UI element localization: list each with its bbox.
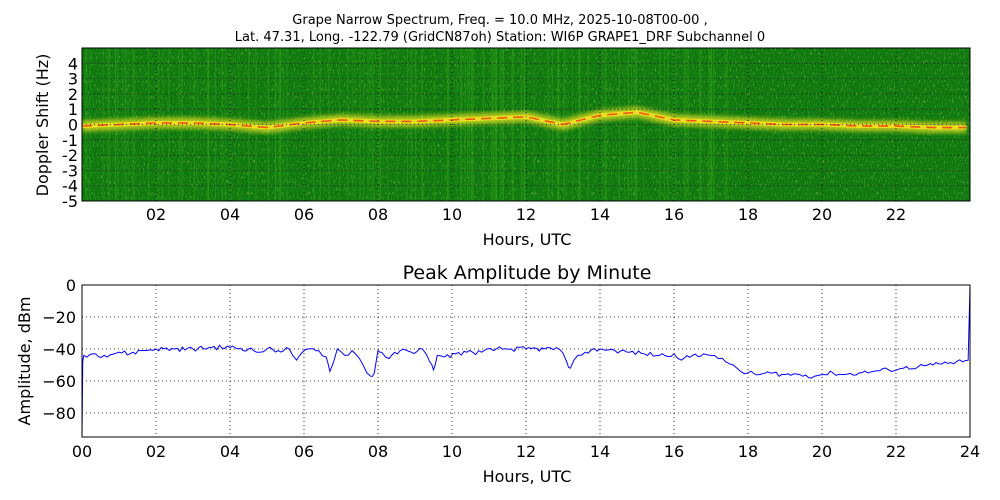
- spectrogram-x-tick-label: 22: [886, 205, 906, 224]
- figure-title-line-1: Grape Narrow Spectrum, Freq. = 10.0 MHz,…: [292, 13, 708, 28]
- spectrogram-y-tick-label: -5: [62, 192, 78, 211]
- spectrogram-interference-column: [520, 48, 522, 201]
- amplitude-x-tick-label: 22: [886, 442, 906, 461]
- spectrogram-interference-column: [512, 48, 515, 201]
- spectrogram-x-tick-label: 12: [516, 205, 536, 224]
- spectrogram-interference-column: [667, 48, 669, 201]
- spectrogram-interference-column: [604, 48, 606, 201]
- amplitude-x-tick-label: 14: [590, 442, 610, 461]
- spectrogram-interference-column: [636, 48, 638, 201]
- amplitude-x-tick-label: 02: [146, 442, 166, 461]
- spectrogram-x-tick-label: 20: [812, 205, 832, 224]
- spectrogram-x-tick-label: 06: [294, 205, 314, 224]
- spectrogram-interference-column: [500, 48, 502, 201]
- spectrogram-interference-column: [494, 48, 496, 201]
- spectrogram-interference-column: [643, 48, 645, 201]
- spectrogram-interference-column: [492, 48, 495, 201]
- spectrogram-interference-column: [502, 48, 505, 201]
- amplitude-y-tick-label: −80: [42, 404, 76, 423]
- spectrogram-interference-column: [501, 48, 503, 201]
- amplitude-y-tick-label: 0: [66, 276, 76, 295]
- amplitude-chart-title: Peak Amplitude by Minute: [403, 262, 652, 284]
- spectrogram-interference-column: [482, 48, 484, 201]
- spectrogram-x-tick-label: 04: [220, 205, 240, 224]
- spectrogram-interference-column: [524, 48, 526, 201]
- spectrogram-y-tick-label: -2: [62, 146, 78, 165]
- spectrogram-y-tick-label: 0: [68, 116, 78, 135]
- spectrogram-y-tick-label: 1: [68, 100, 78, 119]
- amplitude-x-tick-label: 24: [960, 442, 980, 461]
- spectrogram-interference-column: [618, 48, 620, 201]
- amplitude-y-axis-label: Amplitude, dBm: [15, 297, 34, 426]
- amplitude-x-tick-label: 20: [812, 442, 832, 461]
- amplitude-frame: [81, 284, 971, 438]
- amplitude-y-tick-label: −20: [42, 308, 76, 327]
- spectrogram-x-tick-label: 16: [664, 205, 684, 224]
- spectrogram-interference-column: [521, 48, 523, 201]
- spectrogram-interference-column: [511, 48, 513, 201]
- amplitude-x-tick-label: 06: [294, 442, 314, 461]
- spectrogram-interference-column: [664, 48, 666, 201]
- amplitude-x-tick-label: 18: [738, 442, 758, 461]
- amplitude-x-tick-label: 08: [368, 442, 388, 461]
- amplitude-y-tick-label: −40: [42, 340, 76, 359]
- spectrogram-grid: [82, 48, 970, 201]
- spectrogram-x-tick-label: 08: [368, 205, 388, 224]
- spectrogram-interference-column: [624, 48, 626, 201]
- amplitude-series-line: [82, 285, 970, 437]
- spectrogram-x-tick-label: 02: [146, 205, 166, 224]
- amplitude-panel: Peak Amplitude by Minute 00 02 04 06 08 10 12 1…: [15, 262, 980, 486]
- spectrogram-x-tick-label: 14: [590, 205, 610, 224]
- spectrogram-x-axis-label: Hours, UTC: [483, 230, 572, 249]
- amplitude-x-axis-label: Hours, UTC: [483, 467, 572, 486]
- amplitude-ticks: 00 02 04 06 08 10 12 14 16 18 20 22 24 0 −20 −40 −60 −80: [42, 276, 980, 461]
- amplitude-x-tick-label: 00: [72, 442, 92, 461]
- spectrogram-y-tick-label: -3: [62, 161, 78, 180]
- spectrogram-interference-column: [587, 48, 589, 201]
- spectrogram-interference-column: [495, 48, 498, 201]
- amplitude-x-tick-label: 12: [516, 442, 536, 461]
- spectrogram-interference-column: [495, 48, 497, 201]
- amplitude-x-tick-label: 10: [442, 442, 462, 461]
- spectrogram-interference-column: [627, 48, 629, 201]
- amplitude-x-tick-label: 04: [220, 442, 240, 461]
- figure-title-line-2: Lat. 47.31, Long. -122.79 (GridCN87oh) S…: [234, 30, 766, 45]
- amplitude-y-tick-label: −60: [42, 372, 76, 391]
- spectrogram-interference-column: [491, 48, 493, 201]
- spectrogram-x-tick-label: 18: [738, 205, 758, 224]
- amplitude-x-tick-label: 16: [664, 442, 684, 461]
- spectrogram-interference-column: [635, 48, 637, 201]
- spectrogram-x-tick-label: 10: [442, 205, 462, 224]
- spectrogram-interference-column: [630, 48, 632, 201]
- spectrogram-y-axis-label: Doppler Shift (Hz): [33, 54, 52, 197]
- spectrogram-y-tick-label: 2: [68, 85, 78, 104]
- spectrogram-frame: [81, 47, 971, 202]
- spectrogram-y-tick-label: -4: [62, 177, 78, 196]
- spectrogram-y-tick-label: -1: [62, 131, 78, 150]
- spectrogram-y-tick-label: 3: [68, 70, 78, 89]
- spectrogram-interference-column: [659, 48, 661, 201]
- spectrogram-y-tick-label: 4: [68, 54, 78, 73]
